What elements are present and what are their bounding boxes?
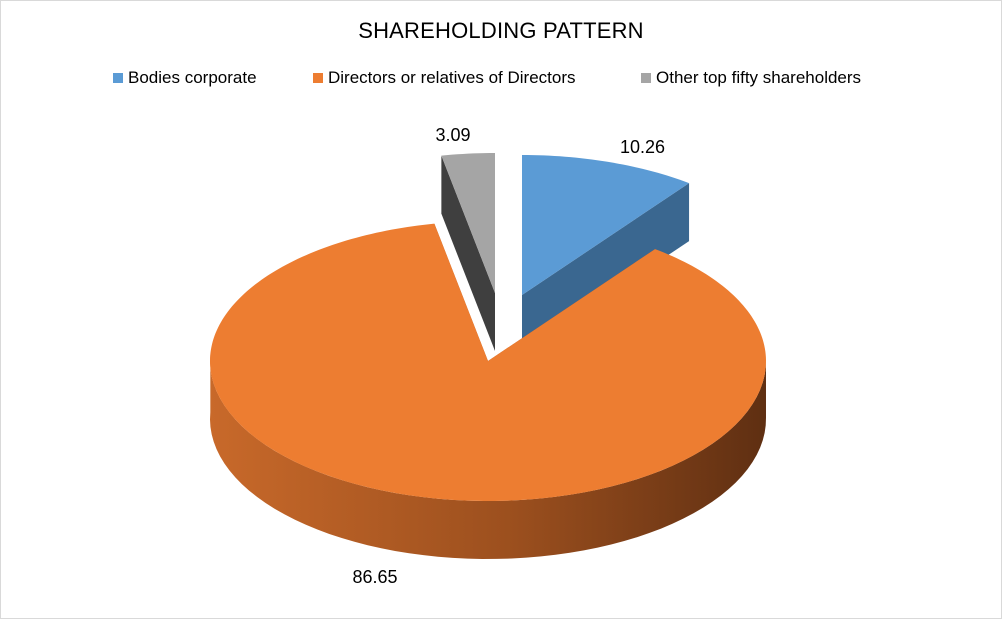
legend-swatch <box>113 73 123 83</box>
pie-slice-directors <box>210 223 766 501</box>
pie-slice-other-top-fifty <box>441 153 495 293</box>
legend-item-bodies-corporate: Bodies corporate <box>113 68 257 88</box>
legend-swatch <box>641 73 651 83</box>
legend-swatch <box>313 73 323 83</box>
data-label-bodies-corporate: 10.26 <box>620 137 665 157</box>
legend-item-directors: Directors or relatives of Directors <box>313 68 576 88</box>
legend-label: Other top fifty shareholders <box>656 68 862 87</box>
pie-slice-bodies-corporate <box>522 155 690 295</box>
data-label-directors: 86.65 <box>352 567 397 587</box>
chart-title: SHAREHOLDING PATTERN <box>358 18 644 43</box>
legend-item-other-top-fifty: Other top fifty shareholders <box>641 68 861 88</box>
data-label-other-top-fifty: 3.09 <box>435 125 470 145</box>
legend-label: Directors or relatives of Directors <box>328 68 576 87</box>
legend: Bodies corporate Directors or relatives … <box>0 68 1002 90</box>
legend-label: Bodies corporate <box>128 68 257 87</box>
pie-slice-side-other-top-fifty <box>441 155 495 351</box>
